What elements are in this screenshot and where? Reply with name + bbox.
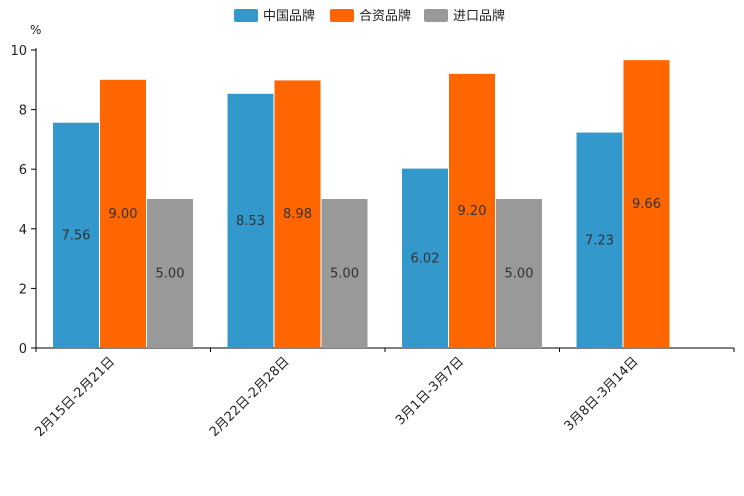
y-tick-label: 10 bbox=[10, 44, 27, 59]
y-tick-label: 8 bbox=[19, 104, 27, 119]
legend-swatch bbox=[234, 9, 258, 22]
x-tick-label: 2月22日-2月28日 bbox=[207, 354, 293, 440]
bar[interactable] bbox=[227, 93, 274, 348]
y-tick-label: 6 bbox=[19, 163, 27, 178]
data-label: 8.98 bbox=[283, 207, 312, 222]
value-labels: 7.56 9.00 5.00 8.53 8.98 5.00 6.02 9.20 5.00 7.23… bbox=[62, 197, 661, 281]
bar-series bbox=[53, 60, 670, 349]
legend-label: 中国品牌 bbox=[263, 8, 315, 24]
y-tick-label: 4 bbox=[19, 223, 27, 238]
x-tick-label: 3月1日-3月7日 bbox=[393, 354, 467, 428]
legend-item[interactable]: 中国品牌 bbox=[234, 8, 315, 24]
bar[interactable] bbox=[321, 199, 368, 348]
bar[interactable] bbox=[623, 60, 670, 349]
bar[interactable] bbox=[496, 199, 542, 348]
bar[interactable] bbox=[100, 79, 146, 349]
legend-label: 进口品牌 bbox=[453, 8, 505, 24]
legend-item[interactable]: 进口品牌 bbox=[424, 8, 505, 24]
data-label: 9.20 bbox=[458, 204, 487, 219]
y-tick-label: 0 bbox=[19, 342, 27, 357]
data-label: 7.23 bbox=[585, 233, 614, 248]
data-label: 7.56 bbox=[62, 228, 91, 243]
data-label: 5.00 bbox=[505, 267, 534, 282]
y-axis: 0 2 4 6 8 10 bbox=[10, 44, 37, 357]
x-tick-label: 3月8日-3月14日 bbox=[562, 354, 642, 434]
legend-label: 合资品牌 bbox=[359, 8, 411, 24]
data-label: 5.00 bbox=[330, 267, 359, 282]
bar[interactable] bbox=[402, 168, 448, 348]
data-label: 9.66 bbox=[632, 197, 661, 212]
bar[interactable] bbox=[147, 199, 193, 348]
bar[interactable] bbox=[274, 80, 321, 349]
chart-legend: 中国品牌 合资品牌 进口品牌 bbox=[234, 8, 505, 24]
data-label: 8.53 bbox=[236, 214, 265, 229]
bar[interactable] bbox=[449, 73, 495, 348]
data-label: 5.00 bbox=[156, 267, 185, 282]
x-tick-label: 2月15日-2月21日 bbox=[32, 354, 118, 440]
x-axis: 2月15日-2月21日 2月22日-2月28日 3月1日-3月7日 3月8日-3月14… bbox=[32, 347, 735, 440]
y-axis-unit: % bbox=[30, 23, 41, 37]
legend-swatch bbox=[330, 9, 354, 22]
bar[interactable] bbox=[576, 132, 623, 348]
data-label: 9.00 bbox=[109, 207, 138, 222]
bar[interactable] bbox=[53, 122, 99, 348]
data-label: 6.02 bbox=[411, 251, 440, 266]
y-tick-label: 2 bbox=[19, 282, 27, 297]
legend-swatch bbox=[424, 9, 448, 22]
legend-item[interactable]: 合资品牌 bbox=[330, 8, 411, 24]
